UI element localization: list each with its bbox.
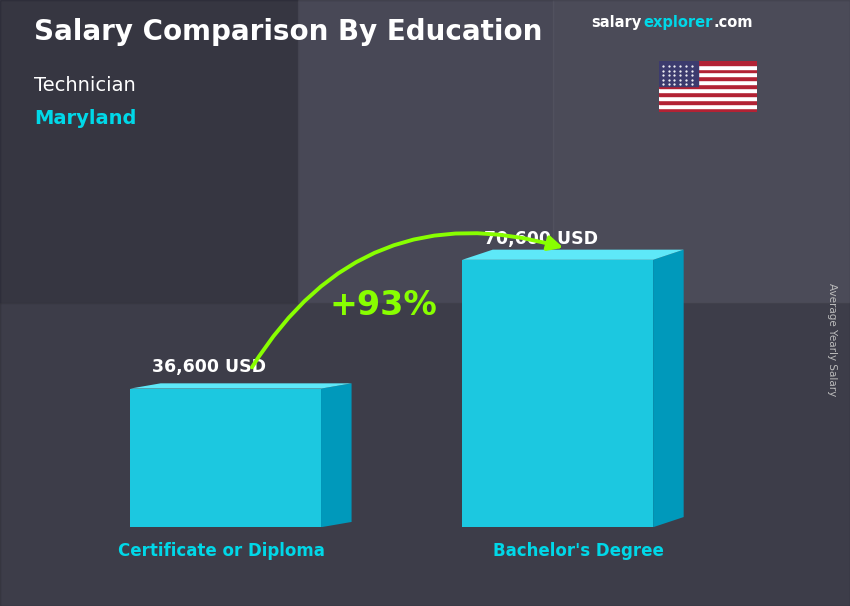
Bar — [298, 0, 552, 303]
Bar — [659, 92, 756, 96]
FancyArrowPatch shape — [252, 233, 559, 367]
Polygon shape — [130, 384, 352, 388]
Bar — [659, 104, 756, 108]
Bar — [659, 84, 756, 88]
Polygon shape — [130, 388, 321, 527]
Polygon shape — [653, 250, 683, 527]
Text: Certificate or Diploma: Certificate or Diploma — [117, 542, 325, 561]
Text: salary: salary — [591, 15, 641, 30]
Bar — [659, 81, 756, 84]
Bar — [659, 61, 756, 65]
Bar — [552, 0, 850, 303]
Text: Bachelor's Degree: Bachelor's Degree — [492, 542, 664, 561]
Bar — [659, 88, 756, 92]
Text: 36,600 USD: 36,600 USD — [152, 359, 266, 376]
Bar — [659, 108, 756, 112]
Bar — [0, 0, 298, 303]
Bar — [659, 96, 756, 100]
Bar — [0, 303, 850, 606]
Text: Technician: Technician — [34, 76, 136, 95]
Bar — [659, 68, 756, 73]
Text: Salary Comparison By Education: Salary Comparison By Education — [34, 18, 542, 46]
Bar — [659, 65, 756, 68]
Text: .com: .com — [714, 15, 753, 30]
Text: +93%: +93% — [330, 289, 437, 322]
Bar — [659, 76, 756, 81]
Polygon shape — [321, 384, 352, 527]
Bar — [659, 61, 698, 87]
Text: Maryland: Maryland — [34, 109, 136, 128]
Text: Average Yearly Salary: Average Yearly Salary — [827, 283, 837, 396]
Text: 70,600 USD: 70,600 USD — [484, 230, 598, 248]
Text: explorer: explorer — [643, 15, 713, 30]
Polygon shape — [462, 250, 683, 260]
Polygon shape — [462, 260, 653, 527]
Bar — [659, 100, 756, 104]
Bar — [659, 73, 756, 76]
